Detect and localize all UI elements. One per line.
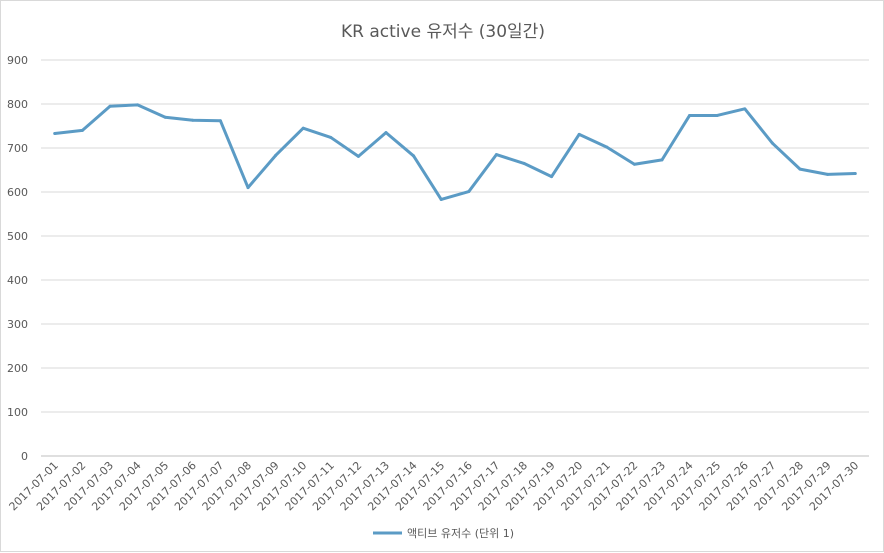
legend-label: 액티브 유저수 (단위 1): [407, 527, 514, 540]
data-point: [605, 145, 609, 149]
y-tick-label: 500: [7, 230, 28, 243]
y-tick-label: 800: [7, 98, 28, 111]
data-point: [467, 190, 471, 194]
y-tick-label: 900: [7, 54, 28, 67]
data-point: [550, 175, 554, 179]
data-point: [412, 154, 416, 158]
data-point: [632, 162, 636, 166]
data-point: [660, 158, 664, 162]
series-line: [53, 103, 857, 201]
data-point: [770, 141, 774, 145]
data-point: [494, 153, 498, 157]
data-point: [136, 103, 140, 107]
y-tick-label: 100: [7, 406, 28, 419]
y-tick-label: 700: [7, 142, 28, 155]
data-point: [356, 154, 360, 158]
y-tick-label: 200: [7, 362, 28, 375]
y-tick-label: 300: [7, 318, 28, 331]
data-point: [329, 135, 333, 139]
data-point: [715, 113, 719, 117]
data-point: [798, 167, 802, 171]
data-point: [743, 107, 747, 111]
data-point: [218, 119, 222, 123]
data-point: [246, 186, 250, 190]
data-point: [439, 197, 443, 201]
data-point: [53, 131, 57, 135]
data-point: [163, 115, 167, 119]
gridlines: [41, 59, 869, 457]
y-tick-label: 600: [7, 186, 28, 199]
y-tick-label: 400: [7, 274, 28, 287]
data-point: [108, 104, 112, 108]
x-axis-ticks: 2017-07-012017-07-022017-07-032017-07-04…: [7, 459, 862, 513]
series-layer: [53, 103, 857, 201]
data-point: [826, 172, 830, 176]
chart-title: KR active 유저수 (30일간): [341, 22, 545, 42]
data-point: [688, 113, 692, 117]
y-axis-ticks: 0 100 200 300 400 500 600 700 800 900: [7, 54, 28, 463]
legend: 액티브 유저수 (단위 1): [373, 527, 514, 540]
data-point: [301, 126, 305, 130]
data-point: [191, 118, 195, 122]
data-point: [384, 131, 388, 135]
data-point: [80, 128, 84, 132]
data-point: [853, 172, 857, 176]
y-tick-label: 0: [21, 450, 28, 463]
data-point: [274, 153, 278, 157]
data-point: [522, 161, 526, 165]
data-point: [577, 132, 581, 136]
